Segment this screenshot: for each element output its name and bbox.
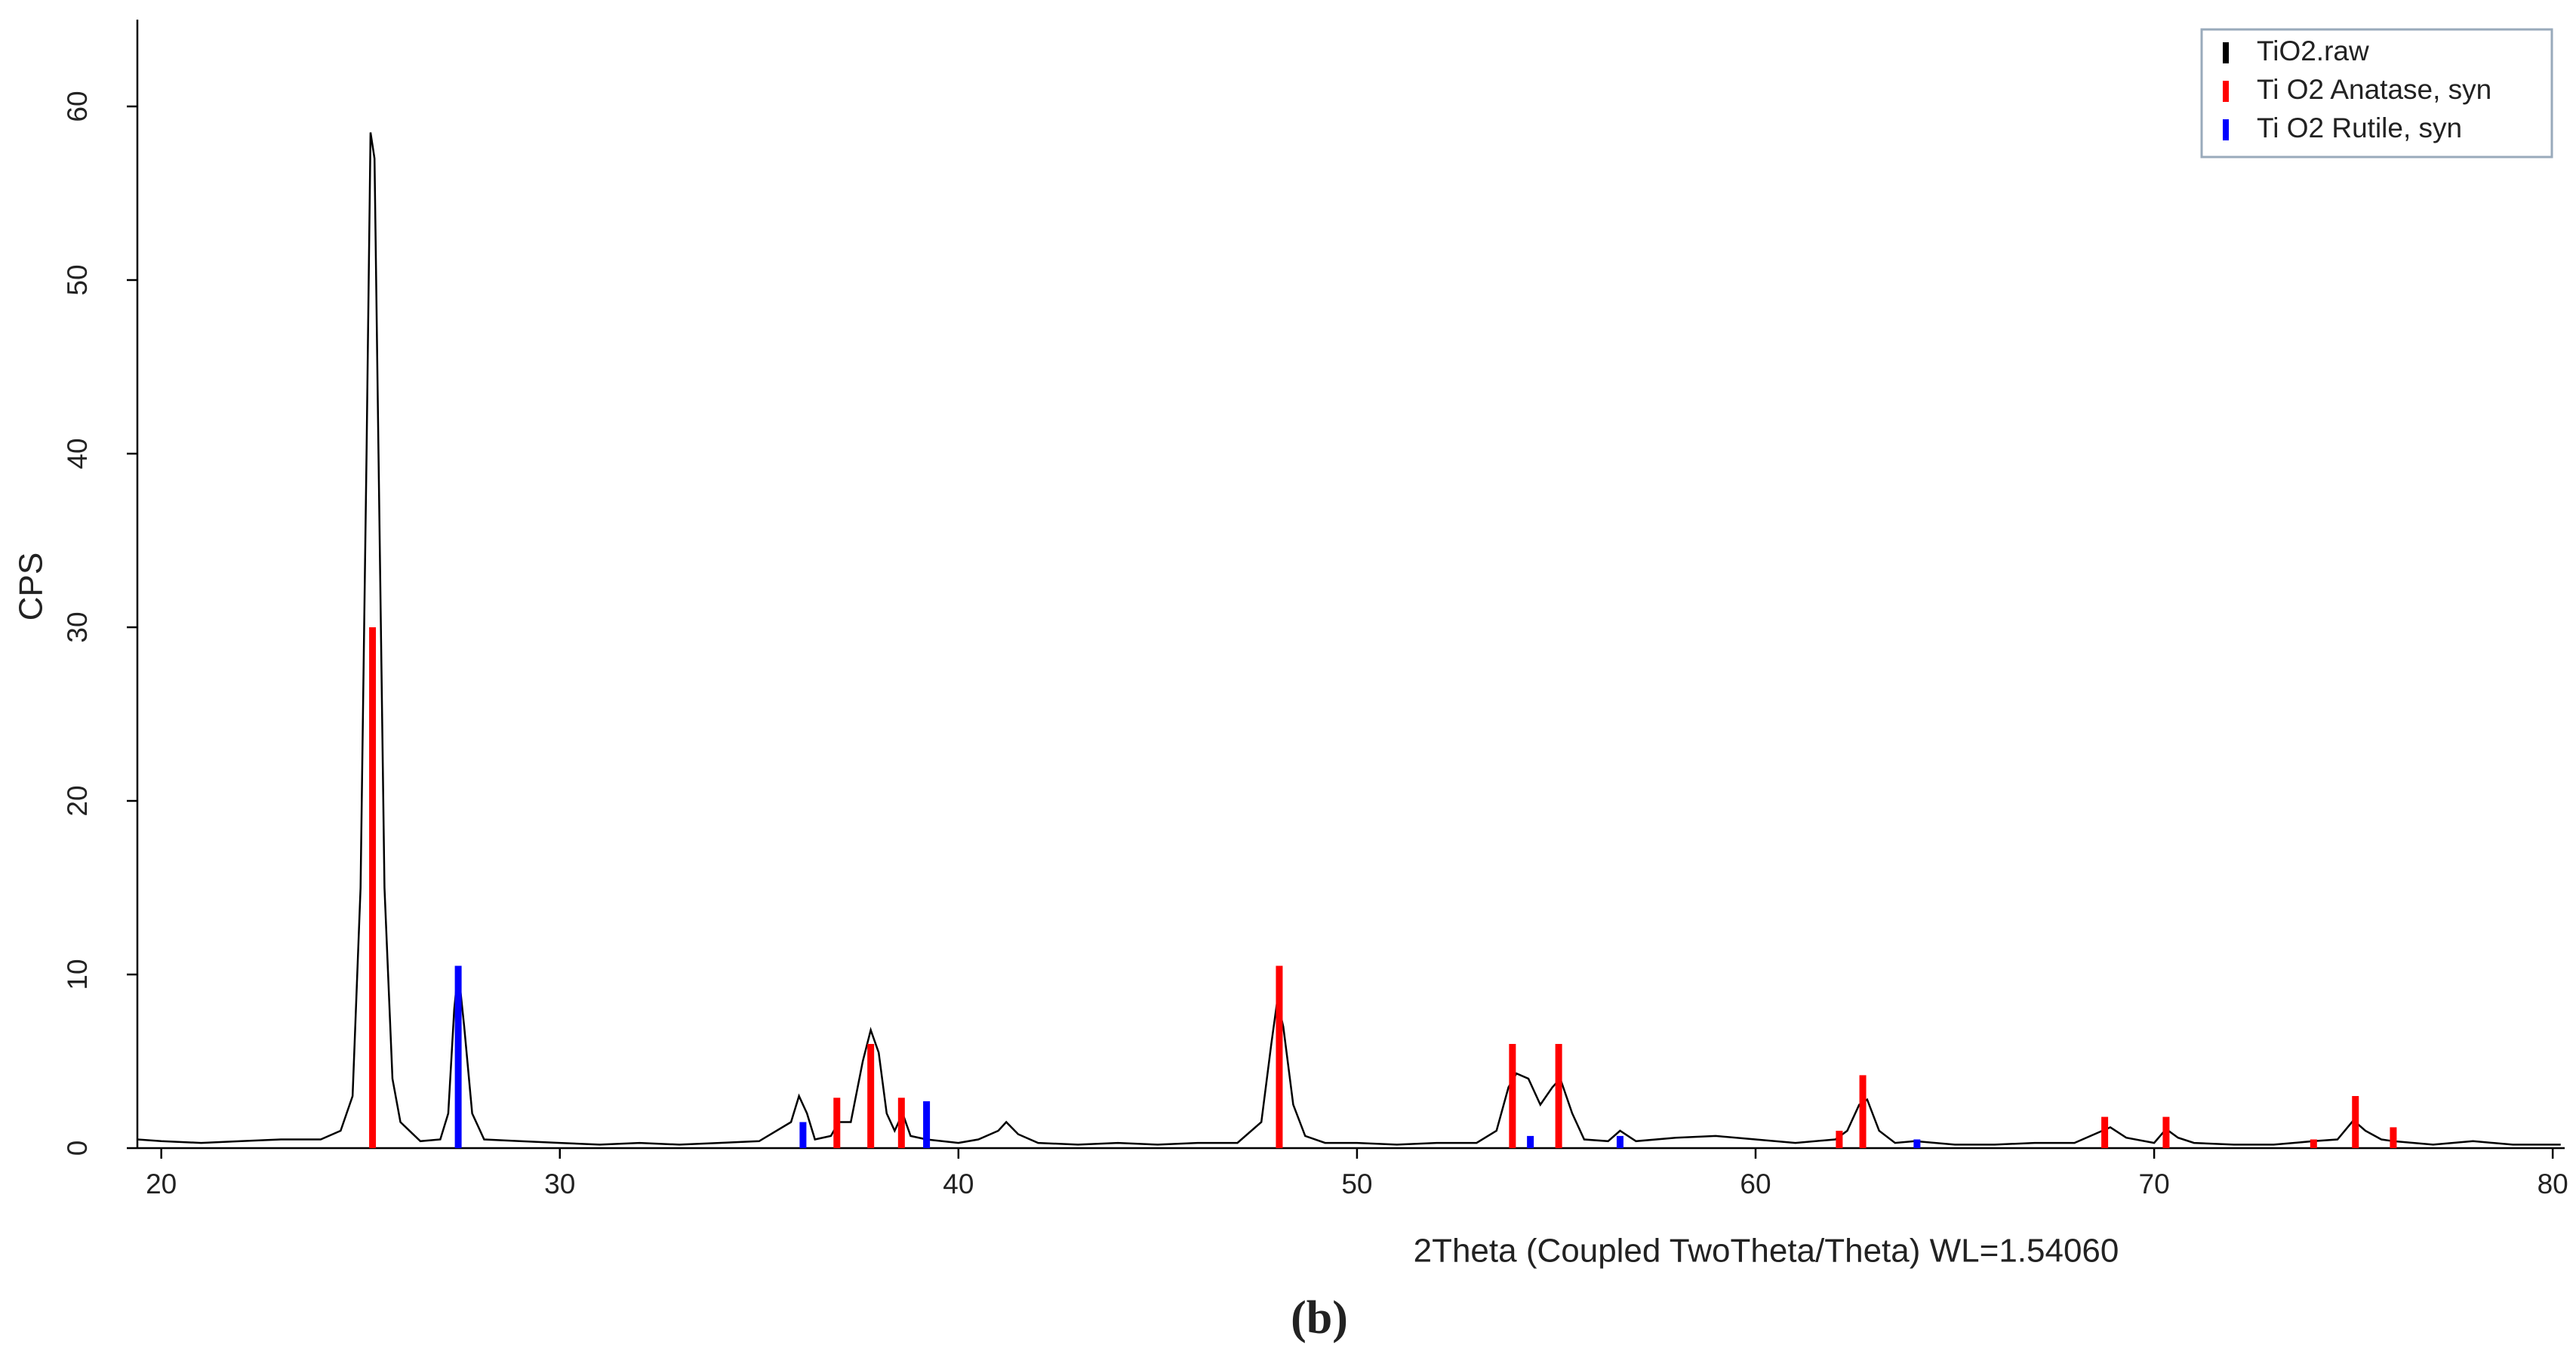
stick bbox=[2310, 1139, 2317, 1148]
y-tick-label: 40 bbox=[62, 438, 93, 469]
legend-marker bbox=[2223, 42, 2229, 63]
y-axis-label: CPS bbox=[13, 553, 50, 620]
x-tick-label: 20 bbox=[146, 1168, 177, 1199]
x-tick-label: 80 bbox=[2538, 1168, 2568, 1199]
x-axis-label: 2Theta (Coupled TwoTheta/Theta) WL=1.540… bbox=[1414, 1233, 2119, 1270]
legend-label: Ti O2 Anatase, syn bbox=[2257, 74, 2491, 105]
data-line bbox=[137, 132, 2561, 1146]
stick bbox=[2101, 1116, 2109, 1148]
y-tick-label: 20 bbox=[62, 785, 93, 816]
stick bbox=[1836, 1131, 1843, 1148]
stick bbox=[1527, 1135, 1534, 1148]
stick bbox=[1555, 1044, 1562, 1148]
caption: (b) bbox=[1291, 1292, 1348, 1344]
y-tick-label: 30 bbox=[62, 611, 93, 642]
stick bbox=[1913, 1139, 1921, 1148]
stick bbox=[1276, 965, 1283, 1148]
stick bbox=[1509, 1044, 1516, 1148]
legend-box bbox=[2200, 28, 2553, 159]
y-tick-label: 0 bbox=[62, 1141, 93, 1156]
stick bbox=[2162, 1116, 2170, 1148]
stick bbox=[369, 627, 377, 1148]
y-tick-label: 60 bbox=[62, 91, 93, 122]
x-tick-label: 50 bbox=[1341, 1168, 1372, 1199]
x-tick-label: 70 bbox=[2139, 1168, 2170, 1199]
legend-label: Ti O2 Rutile, syn bbox=[2257, 112, 2462, 143]
stick bbox=[1859, 1075, 1867, 1148]
stick bbox=[867, 1044, 875, 1148]
y-tick-label: 10 bbox=[62, 959, 93, 990]
x-tick-label: 30 bbox=[544, 1168, 575, 1199]
stick bbox=[923, 1101, 931, 1148]
y-tick-label: 50 bbox=[62, 264, 93, 295]
stick bbox=[2352, 1096, 2359, 1148]
stick bbox=[2390, 1127, 2397, 1148]
stick bbox=[833, 1098, 841, 1148]
stick bbox=[897, 1098, 905, 1148]
legend-marker bbox=[2223, 119, 2229, 140]
legend-label: TiO2.raw bbox=[2257, 35, 2369, 66]
x-tick-label: 40 bbox=[943, 1168, 974, 1199]
stick bbox=[454, 965, 462, 1148]
legend-marker bbox=[2223, 81, 2229, 102]
x-tick-label: 60 bbox=[1740, 1168, 1771, 1199]
stick bbox=[1616, 1135, 1623, 1148]
stick bbox=[799, 1122, 807, 1148]
